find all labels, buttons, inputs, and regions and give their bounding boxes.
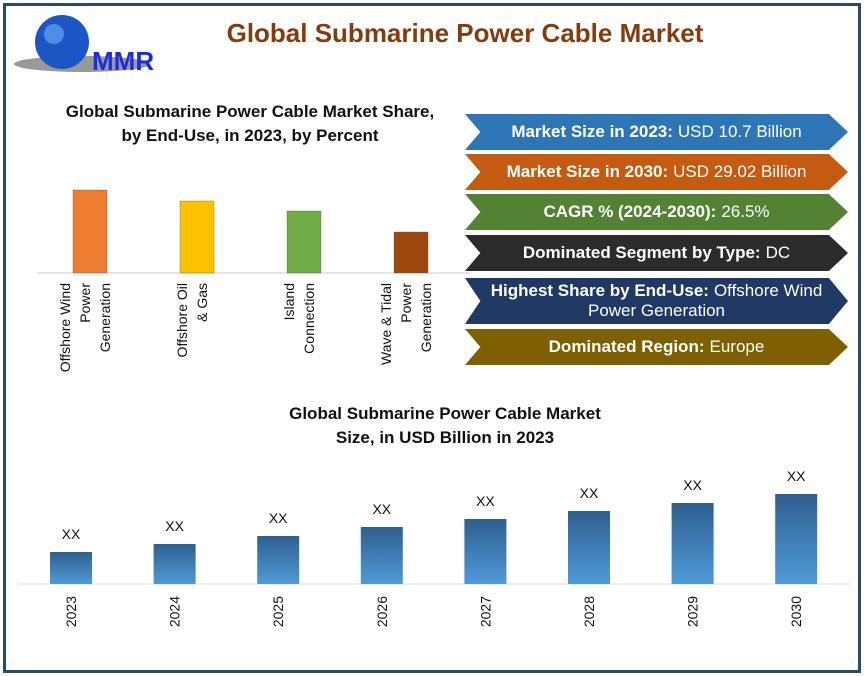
size-data-label: XX bbox=[372, 501, 391, 517]
size-data-label: XX bbox=[165, 518, 184, 534]
enduse-bar bbox=[179, 200, 215, 274]
banner-value: Offshore Wind Power Generation bbox=[587, 281, 823, 320]
banner-0: Market Size in 2023: USD 10.7 Billion bbox=[465, 114, 848, 150]
enduse-category-label: Generation bbox=[418, 283, 434, 352]
size-bar bbox=[50, 552, 92, 584]
size-data-label: XX bbox=[580, 485, 599, 501]
size-data-label: XX bbox=[62, 526, 81, 542]
banner-2: CAGR % (2024-2030): 26.5% bbox=[465, 194, 848, 230]
size-data-label: XX bbox=[787, 468, 806, 484]
banner-label: CAGR % (2024-2030): bbox=[543, 202, 717, 221]
enduse-category-label: Power bbox=[77, 283, 93, 323]
size-data-label: XX bbox=[476, 493, 495, 509]
size-bar bbox=[775, 494, 818, 584]
banner-value: 26.5% bbox=[721, 202, 770, 221]
banner-text: Market Size in 2030: USD 29.02 Billion bbox=[507, 162, 807, 182]
mmr-logo: MMR bbox=[12, 12, 172, 77]
banner-1: Market Size in 2030: USD 29.02 Billion bbox=[465, 154, 848, 190]
banner-value: DC bbox=[765, 243, 791, 262]
page-title: Global Submarine Power Cable Market bbox=[226, 18, 704, 48]
size-year-label: 2030 bbox=[788, 596, 804, 627]
banner-text: Highest Share by End-Use: Offshore Wind P… bbox=[465, 281, 848, 321]
enduse-category-label: Island bbox=[281, 283, 297, 320]
banner-text: Dominated Segment by Type: DC bbox=[523, 243, 790, 263]
size-bar bbox=[360, 527, 403, 584]
banner-value: USD 10.7 Billion bbox=[677, 122, 802, 141]
banner-label: Market Size in 2023: bbox=[511, 122, 673, 141]
enduse-category-label: Wave & Tidal bbox=[378, 283, 394, 365]
banner-value: Europe bbox=[709, 337, 765, 356]
banner-3: Dominated Segment by Type: DC bbox=[465, 235, 848, 271]
frame-border bbox=[3, 3, 861, 673]
size-year-label: 2027 bbox=[477, 596, 493, 627]
size-year-label: 2024 bbox=[167, 596, 183, 627]
enduse-bar bbox=[72, 189, 108, 274]
size-bar bbox=[257, 536, 300, 584]
size-year-label: 2026 bbox=[374, 596, 390, 627]
size-data-label: XX bbox=[683, 477, 702, 493]
banner-label: Market Size in 2030: bbox=[506, 162, 669, 181]
banner-5: Dominated Region: Europe bbox=[465, 329, 848, 365]
banner-text: CAGR % (2024-2030): 26.5% bbox=[543, 202, 769, 222]
banner-label: Dominated Segment by Type: bbox=[522, 243, 761, 262]
enduse-category-label: Power bbox=[398, 283, 414, 323]
size-chart-title: Global Submarine Power Cable Market Size… bbox=[289, 404, 601, 447]
size-data-label: XX bbox=[269, 510, 288, 526]
size-year-label: 2025 bbox=[270, 596, 286, 627]
enduse-bar bbox=[286, 210, 322, 274]
size-bar bbox=[153, 544, 196, 584]
size-bar bbox=[568, 511, 610, 584]
logo-text: MMR bbox=[92, 46, 154, 76]
size-bar bbox=[464, 519, 507, 584]
size-year-label: 2023 bbox=[63, 596, 79, 627]
size-year-label: 2029 bbox=[685, 596, 701, 627]
size-bar bbox=[671, 503, 714, 584]
size-year-label: 2028 bbox=[581, 596, 597, 627]
banner-text: Dominated Region: Europe bbox=[549, 337, 765, 357]
enduse-category-label: & Gas bbox=[194, 283, 210, 322]
enduse-chart-title: Global Submarine Power Cable Market Shar… bbox=[65, 102, 435, 145]
enduse-category-label: Connection bbox=[301, 283, 317, 354]
enduse-category-label: Offshore Wind bbox=[57, 283, 73, 372]
enduse-bar bbox=[393, 231, 429, 274]
enduse-category-label: Generation bbox=[97, 283, 113, 352]
banner-label: Dominated Region: bbox=[548, 337, 705, 356]
enduse-category-label: Offshore Oil bbox=[174, 283, 190, 357]
banner-label: Highest Share by End-Use: bbox=[490, 281, 709, 300]
banner-value: USD 29.02 Billion bbox=[673, 162, 807, 181]
banner-4: Highest Share by End-Use: Offshore Wind P… bbox=[465, 278, 848, 324]
banner-text: Market Size in 2023: USD 10.7 Billion bbox=[511, 122, 801, 142]
